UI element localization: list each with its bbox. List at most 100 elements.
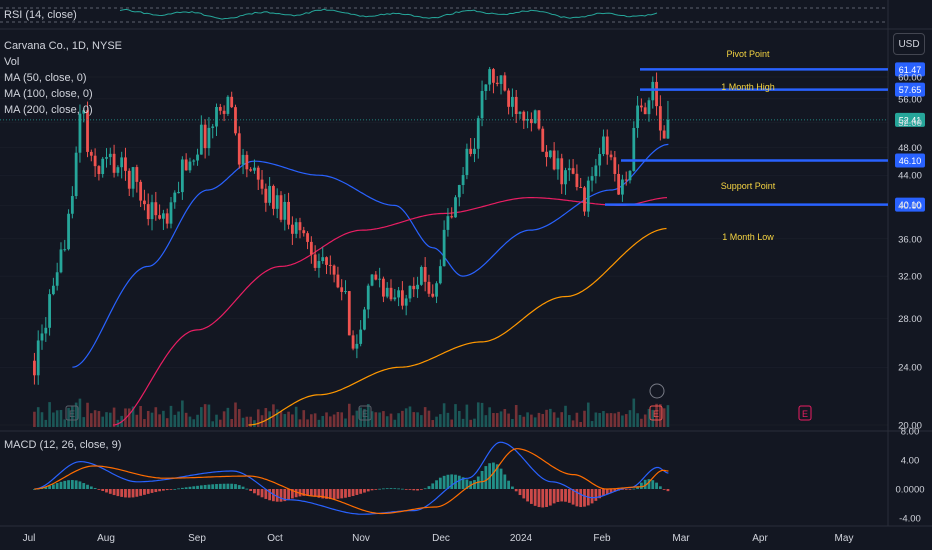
candle-body — [313, 254, 317, 268]
candle-body — [344, 291, 347, 293]
candle-body — [332, 265, 336, 275]
macd-histogram-bar — [529, 489, 533, 504]
volume-bar — [55, 410, 59, 427]
ma100-label[interactable]: MA (100, close, 0) — [4, 88, 93, 100]
candle-body — [101, 158, 105, 175]
volume-bar — [44, 419, 48, 427]
volume-bar — [313, 413, 317, 427]
dividend-icon[interactable] — [649, 383, 665, 399]
macd-label[interactable]: MACD (12, 26, close, 9) — [4, 439, 122, 451]
candle-body — [404, 298, 408, 306]
candle-body — [605, 136, 609, 155]
candle-body — [294, 222, 298, 234]
volume-bar — [127, 408, 131, 427]
candle-body — [545, 151, 548, 158]
macd-histogram-bar — [446, 474, 450, 489]
volume-bar — [82, 417, 86, 427]
candle-body — [359, 329, 363, 344]
candle-body — [412, 285, 416, 290]
macd-histogram-bar — [495, 464, 499, 489]
macd-histogram-bar — [431, 483, 435, 489]
time-axis-label: Aug — [97, 533, 115, 544]
candle-body — [211, 126, 215, 128]
time-axis-label: 2024 — [510, 533, 533, 544]
macd-histogram-bar — [70, 480, 74, 489]
macd-histogram-bar — [55, 483, 59, 489]
candle-body — [370, 274, 374, 286]
candle-body — [249, 169, 253, 171]
candle-body — [36, 340, 40, 376]
volume-bar — [222, 411, 226, 427]
volume-bar — [552, 412, 556, 427]
volume-bar — [401, 410, 404, 427]
macd-histogram-bar — [408, 489, 412, 490]
volume-bar — [560, 412, 564, 427]
candle-body — [393, 297, 397, 300]
earnings-marker-icon[interactable] — [65, 405, 79, 421]
macd-histogram-bar — [412, 489, 416, 491]
ma200-label[interactable]: MA (200, close, 0) — [4, 104, 93, 116]
volume-bar — [423, 407, 427, 427]
candle-body — [89, 151, 93, 156]
volume-bar — [112, 407, 116, 427]
earnings-marker-icon[interactable] — [798, 405, 812, 421]
macd-histogram-bar — [526, 489, 529, 502]
earnings-marker-icon[interactable] — [649, 405, 663, 421]
candle-body — [59, 249, 63, 273]
currency-button[interactable]: USD — [893, 33, 925, 55]
candle-body — [621, 179, 624, 195]
earnings-marker-text[interactable]: E — [802, 409, 808, 419]
earnings-marker-icon[interactable] — [358, 405, 372, 421]
ma50-label[interactable]: MA (50, close, 0) — [4, 72, 87, 84]
candle-body — [347, 291, 351, 336]
candle-body — [302, 230, 306, 234]
candle-body — [169, 202, 173, 224]
candle-body — [116, 167, 120, 173]
candle-body — [586, 180, 590, 212]
candle-body — [529, 119, 533, 124]
volume-bar — [40, 412, 44, 427]
candle-body — [218, 106, 222, 111]
candle-body — [552, 150, 556, 170]
macd-histogram-bar — [302, 489, 306, 496]
volume-bar — [632, 398, 636, 427]
volume-label[interactable]: Vol — [4, 56, 20, 68]
time-axis-label: Dec — [432, 533, 450, 544]
macd-histogram-bar — [264, 489, 268, 499]
candle-body — [571, 168, 575, 174]
volume-bar — [150, 412, 154, 427]
volume-bar — [431, 420, 435, 427]
macd-histogram-bar — [632, 488, 636, 490]
candle-body — [514, 96, 518, 114]
candle-body — [431, 293, 435, 297]
candle-body — [442, 229, 446, 267]
volume-bar — [351, 415, 355, 427]
candle-body — [93, 155, 97, 167]
macd-histogram-bar — [283, 489, 287, 502]
macd-histogram-bar — [662, 489, 666, 490]
earnings-marker-text[interactable]: E — [653, 409, 659, 419]
candle-body — [556, 158, 560, 170]
macd-histogram-bar — [484, 466, 488, 489]
volume-bar — [230, 418, 233, 427]
volume-bar — [294, 406, 298, 427]
macd-histogram-bar — [120, 489, 124, 497]
symbol-title[interactable]: Carvana Co., 1D, NYSE — [4, 40, 122, 52]
macd-histogram-bar — [218, 483, 222, 489]
volume-bar — [541, 413, 545, 427]
macd-histogram-bar — [480, 471, 484, 489]
volume-bar — [105, 412, 108, 427]
candle-body — [48, 294, 51, 328]
candle-body — [241, 154, 245, 165]
volume-bar — [435, 416, 438, 427]
volume-bar — [90, 413, 93, 427]
macd-histogram-bar — [336, 489, 340, 499]
earnings-marker-text[interactable]: E — [69, 409, 75, 419]
candle-body — [70, 196, 74, 214]
macd-signal-line — [34, 448, 669, 515]
candle-body — [351, 335, 355, 349]
earnings-marker-text[interactable]: E — [362, 409, 368, 419]
volume-bar — [530, 414, 533, 427]
candle-body — [419, 267, 423, 285]
